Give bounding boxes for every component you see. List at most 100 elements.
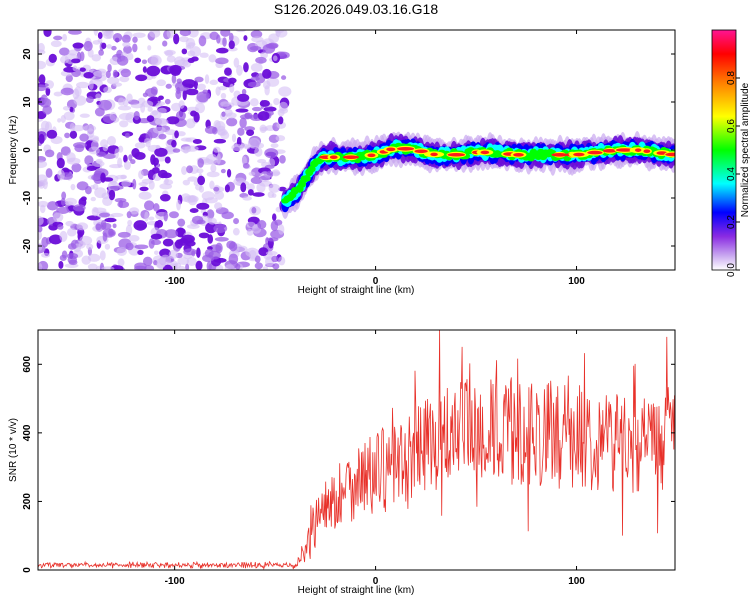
spectrogram-noise-cell <box>195 184 203 191</box>
spectrogram-ridge-peak <box>342 155 359 159</box>
spectrogram-noise-cell <box>102 144 109 152</box>
spectrogram-noise-cell <box>187 176 198 182</box>
spectrogram-noise-cell <box>246 129 255 136</box>
spectrogram-noise-cell <box>235 30 247 33</box>
spectrogram-noise-cell <box>226 240 236 249</box>
snr-ytick-label: 0 <box>22 567 33 573</box>
spectrogram-noise-cell <box>126 93 133 102</box>
colorbar: 0.0 0.2 0.4 0.6 0.8 Normalized spectral ampl… <box>711 29 750 277</box>
spectrogram-noise-cell <box>38 263 43 270</box>
spectrogram-noise-cell <box>104 243 111 250</box>
spectrogram-noise-cell <box>119 120 129 128</box>
snr-ytick-label: 400 <box>22 424 33 441</box>
spectrogram-ridge-peak <box>367 153 376 158</box>
spectrogram-noise-cell <box>90 196 96 202</box>
spectrogram-noise-cell <box>148 216 155 221</box>
spectrogram-noise-cell <box>220 30 231 37</box>
spectrogram-noise-cell <box>117 258 125 267</box>
spectrogram-noise-cell <box>192 139 202 144</box>
spectrogram-noise-cell <box>61 250 68 259</box>
spectrogram-noise-cell <box>194 76 204 83</box>
spectrogram-noise-cell <box>84 155 94 166</box>
spectrogram-noise-cell <box>72 204 86 212</box>
spectrogram-noise-cell <box>111 45 117 51</box>
spectrogram-noise-cell <box>58 47 70 56</box>
spectrogram-noise-cell <box>228 253 239 265</box>
spectrogram-noise-cell <box>66 157 81 165</box>
spectrogram-noise-cell <box>248 171 256 176</box>
spectrogram-noise-cell <box>272 213 277 222</box>
spectrogram-noise-cell <box>243 62 249 73</box>
spectrogram-noise-cell <box>191 56 199 62</box>
spectrogram-noise-cell <box>109 185 124 190</box>
spectrogram-ridge-peak <box>634 148 642 152</box>
spectrogram-noise-cell <box>75 81 90 89</box>
snr-frame <box>37 329 676 571</box>
spectrogram-noise-cell <box>134 262 147 270</box>
spectrogram-noise-cell <box>157 107 167 114</box>
spectrogram-noise-cell <box>186 224 200 229</box>
spectrogram-noise-cell <box>224 67 232 76</box>
spectrogram-noise-cell <box>277 256 286 266</box>
spectrogram-noise-cell <box>224 264 235 270</box>
spectrogram-noise-cell <box>86 165 97 171</box>
spectrogram-noise-cell <box>174 130 179 139</box>
spectrogram-noise-cell <box>102 232 108 242</box>
spectrogram-noise-cell <box>114 148 119 159</box>
spectrogram-noise-cell <box>116 246 128 257</box>
spectrogram-noise-cell <box>250 76 260 81</box>
spectrogram-noise-cell <box>139 186 149 192</box>
spectrogram-noise-cell <box>164 156 171 164</box>
spectrogram-noise-cell <box>57 118 62 123</box>
spectrogram-noise-cell <box>226 112 237 119</box>
spectrogram-noise-cell <box>52 212 64 223</box>
spectrogram-noise-cell <box>232 227 240 236</box>
spectrogram-noise-cell <box>236 245 248 252</box>
spectrogram-noise-cell <box>147 106 153 112</box>
spectrogram-noise-cell <box>257 220 267 230</box>
spectrogram-noise-cell <box>48 53 57 64</box>
spectrogram-noise-cell <box>148 54 162 66</box>
spectrogram-noise-cell <box>247 137 261 149</box>
spectrogram-noise-cell <box>92 40 101 45</box>
spectrogram-noise-cell <box>104 217 117 223</box>
spectrogram-noise-cell <box>108 228 114 237</box>
spectrogram-noise-cell <box>257 158 267 164</box>
spectrogram-noise-cell <box>93 173 103 184</box>
spectrogram-noise-cell <box>112 33 123 42</box>
spectrogram-noise-cell <box>248 249 257 260</box>
spectrogram-noise-cell <box>250 63 263 72</box>
spectrogram-noise-cell <box>250 176 263 185</box>
spectrogram-noise-cell <box>101 266 115 270</box>
spectrogram-noise-cell <box>275 135 286 142</box>
spectrogram-noise-cell <box>110 180 117 186</box>
spectrogram-noise-cell <box>65 220 74 227</box>
spectrogram-noise-cell <box>142 256 153 267</box>
spectrogram-noise-cell <box>91 54 102 62</box>
spectrogram-noise-cell <box>183 248 197 256</box>
spectrogram-noise-cell <box>150 233 163 240</box>
spectrogram-noise-cell <box>69 106 74 113</box>
spectrogram-ridge-peak <box>587 150 603 155</box>
colorbar-label: Normalized spectral amplitude <box>740 82 750 217</box>
spectrogram-xlabel: Height of straight line (km) <box>298 285 415 296</box>
spectrogram-noise-cell <box>76 222 89 231</box>
spectrogram-noise-cell <box>145 88 158 97</box>
spectrogram-noise-cell <box>60 115 66 123</box>
spectrogram-noise-cell <box>38 133 45 144</box>
spectrogram-noise-cell <box>64 132 71 139</box>
spectrogram-noise-cell <box>236 64 243 76</box>
spectrogram-noise-cell <box>186 165 193 174</box>
spectrogram-noise-cell <box>213 184 221 195</box>
spectrogram-noise-cell <box>240 182 247 193</box>
spectrogram-noise-cell <box>121 34 131 44</box>
spectrogram-noise-cell <box>249 98 259 107</box>
spectrogram-noise-cell <box>106 44 112 49</box>
spectrogram-noise-cell <box>210 164 217 173</box>
spectrogram-noise-cell <box>249 205 261 216</box>
spectrogram-noise-cell <box>79 235 93 246</box>
spectrogram-noise-cell <box>266 237 279 242</box>
spectrogram-noise-cell <box>71 162 82 173</box>
spectrogram-noise-cell <box>93 30 99 36</box>
